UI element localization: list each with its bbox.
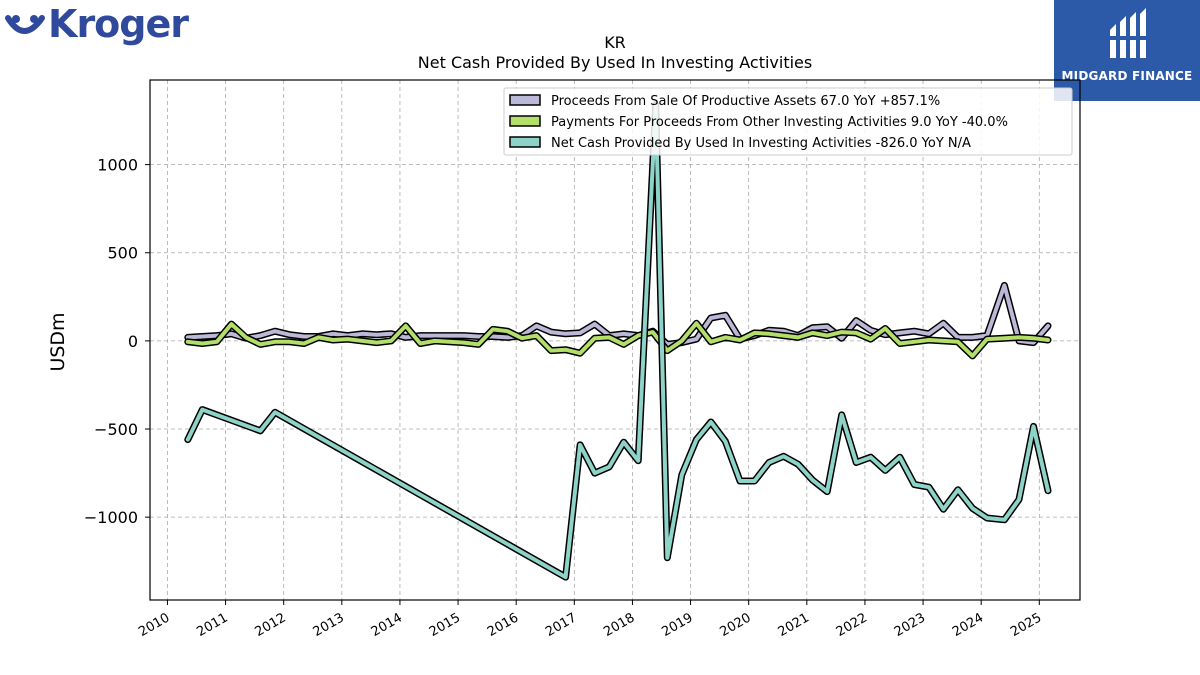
legend-box <box>503 87 1073 156</box>
legend-label: Net Cash Provided By Used In Investing A… <box>551 136 971 151</box>
x-tick-label: 2015 <box>427 610 463 640</box>
x-tick-label: 2022 <box>834 610 870 640</box>
series-line-payments-for-proceeds-from-other-investing-activities <box>185 321 1050 358</box>
plot-frame <box>149 79 1081 601</box>
midgard-wordmark: MIDGARD FINANCE <box>1061 69 1193 83</box>
x-tick-label: 2014 <box>369 610 405 640</box>
midgard-finance-logo: MIDGARD FINANCE <box>1054 0 1200 101</box>
kroger-wordmark: Kroger <box>48 2 189 46</box>
x-tick-label: 2010 <box>136 610 172 640</box>
y-tick-label: 500 <box>107 244 138 263</box>
y-tick-label: −1000 <box>84 508 138 527</box>
legend-swatch <box>509 94 541 106</box>
y-tick-label: 0 <box>128 332 138 351</box>
x-tick-label: 2017 <box>543 610 579 640</box>
y-tick-label: −500 <box>94 420 138 439</box>
x-tick-label: 2020 <box>718 610 754 640</box>
kroger-smile-icon <box>5 15 45 34</box>
x-tick-label: 2013 <box>311 610 347 640</box>
y-tick-label: 1000 <box>97 156 138 175</box>
y-axis-label: USDm <box>47 312 69 371</box>
y-axis: −1000 −500 0 500 1000 <box>84 156 150 527</box>
legend-swatch <box>509 115 541 127</box>
x-tick-label: 2019 <box>659 610 695 640</box>
series-line-proceeds-from-sale-of-productive-assets <box>185 283 1050 347</box>
x-axis: 2010 2011 2012 2013 2014 2015 2016 2017 2018 2019… <box>136 600 1044 640</box>
x-tick-label: 2011 <box>194 610 230 640</box>
chart-subtitle: Net Cash Provided By Used In Investing A… <box>418 53 812 72</box>
x-tick-label: 2023 <box>892 610 928 640</box>
series-lines <box>184 101 1052 581</box>
legend: Proceeds From Sale Of Productive Assets … <box>503 87 1073 156</box>
x-tick-label: 2018 <box>601 610 637 640</box>
kroger-logo: Kroger <box>4 2 189 60</box>
series-line-net-cash-provided-by-used-in-investing-activities <box>185 102 1050 580</box>
legend-label: Proceeds From Sale Of Productive Assets … <box>551 94 940 109</box>
x-tick-label: 2012 <box>253 610 289 640</box>
x-tick-label: 2025 <box>1008 610 1044 640</box>
legend-swatch <box>509 136 541 148</box>
midgard-emblem-icon <box>1108 8 1148 58</box>
chart-title: KR <box>604 33 626 52</box>
legend-label: Payments For Proceeds From Other Investi… <box>551 115 1008 130</box>
x-tick-label: 2016 <box>485 610 521 640</box>
x-tick-label: 2024 <box>950 610 986 640</box>
x-tick-label: 2021 <box>776 610 812 640</box>
